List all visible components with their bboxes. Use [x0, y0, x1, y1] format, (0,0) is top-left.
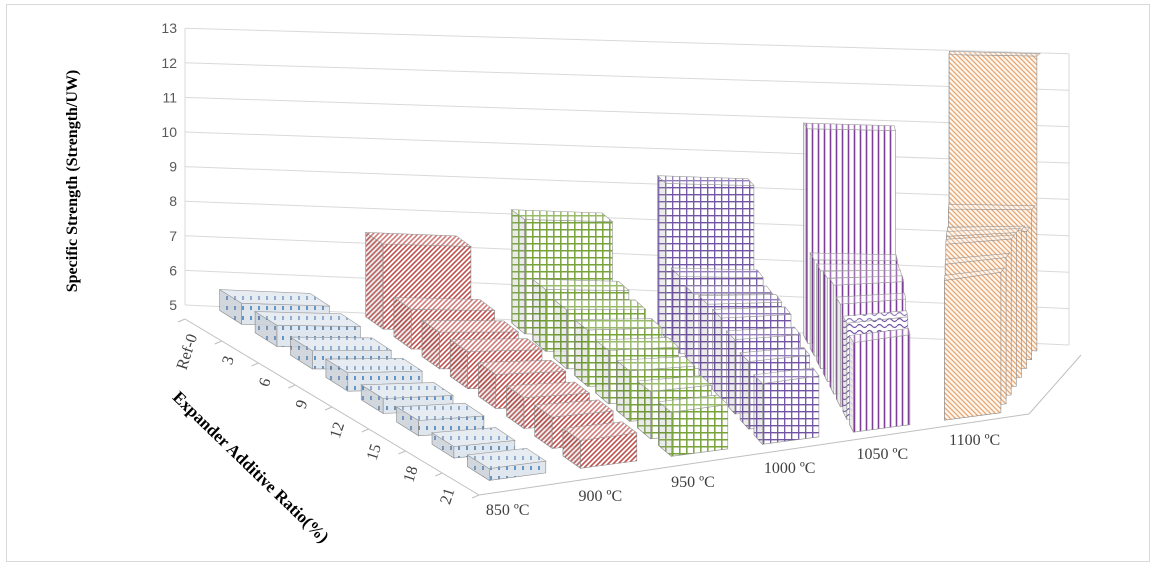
y-tick-label: 11 [162, 89, 177, 105]
category-label: 1100 ºC [949, 432, 1000, 449]
bar [360, 382, 454, 415]
bar [753, 367, 820, 446]
depth-category-label: 21 [437, 486, 458, 506]
x-axis-categories: 850 ºC 900 ºC 950 ºC 1000 ºC 1050 ºC 1100 ºC [486, 432, 1000, 519]
bar [395, 402, 485, 437]
gridline [184, 200, 1070, 237]
depth-category-label: 3 [219, 354, 238, 367]
chart: 5 6 7 8 9 10 11 12 13 850 ºC 900 ºC 950 ºC 1000 ºC 1… [64, 20, 1082, 547]
bar [289, 336, 393, 370]
bars [218, 50, 1041, 481]
y-tick-label: 8 [169, 193, 177, 209]
category-label: 1000 ºC [764, 460, 816, 477]
chart-frame: 5 6 7 8 9 10 11 12 13 850 ºC 900 ºC 950 ºC 1000 ºC 1… [6, 4, 1150, 562]
gridline [184, 235, 1070, 273]
depth-category-label: 12 [327, 420, 348, 440]
gridline [184, 27, 1070, 55]
category-label: 900 ºC [579, 488, 623, 505]
bar [421, 319, 520, 370]
y-tick-label: 13 [161, 20, 177, 36]
gridline [184, 166, 1070, 200]
y-tick-label: 10 [161, 124, 177, 140]
bar [848, 328, 911, 433]
depth-category-label: 9 [293, 398, 312, 411]
bar [466, 447, 547, 481]
category-label: 950 ºC [671, 474, 715, 491]
y-tick-label: 9 [169, 159, 177, 175]
y-tick-label: 6 [169, 262, 177, 278]
bar [533, 399, 614, 449]
y-axis-ticks: 5 6 7 8 9 10 11 12 13 [161, 20, 177, 313]
y-tick-label: 5 [169, 297, 177, 313]
gridlines [184, 27, 1070, 346]
bar [944, 267, 1005, 421]
gridline [184, 131, 1070, 164]
y-tick-label: 12 [161, 55, 177, 71]
depth-category-label: 18 [401, 464, 422, 484]
bar [657, 394, 729, 457]
y-tick-label: 7 [169, 228, 177, 244]
y-axis-label: Specific Strength (Strength/UW) [64, 70, 81, 293]
category-label: 1050 ºC [857, 446, 909, 463]
bar [562, 421, 638, 469]
category-label: 850 ºC [486, 502, 530, 519]
gridline [184, 62, 1070, 91]
depth-category-label: 6 [256, 376, 275, 389]
bar [431, 427, 516, 459]
gridline [184, 96, 1070, 128]
floor-axes [177, 318, 1082, 499]
depth-category-label: Ref-0 [174, 332, 201, 372]
depth-category-label: 15 [364, 442, 385, 462]
